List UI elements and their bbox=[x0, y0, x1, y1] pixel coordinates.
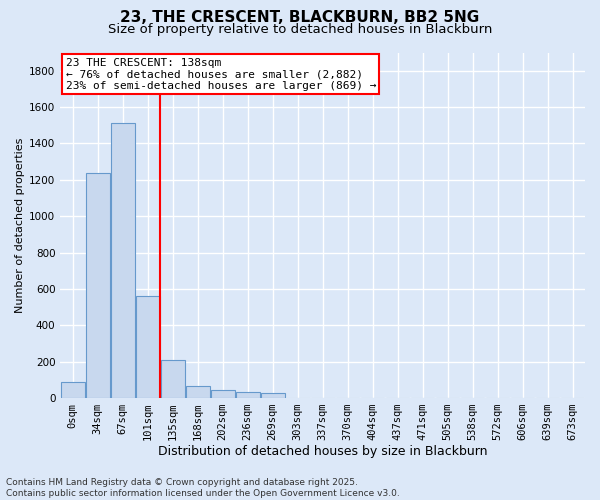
Text: Size of property relative to detached houses in Blackburn: Size of property relative to detached ho… bbox=[108, 22, 492, 36]
Bar bbox=[236, 392, 260, 398]
X-axis label: Distribution of detached houses by size in Blackburn: Distribution of detached houses by size … bbox=[158, 444, 487, 458]
Text: 23 THE CRESCENT: 138sqm
← 76% of detached houses are smaller (2,882)
23% of semi: 23 THE CRESCENT: 138sqm ← 76% of detache… bbox=[65, 58, 376, 91]
Bar bbox=[86, 174, 110, 398]
Bar bbox=[261, 393, 284, 398]
Bar bbox=[111, 122, 134, 398]
Bar bbox=[211, 390, 235, 398]
Y-axis label: Number of detached properties: Number of detached properties bbox=[15, 138, 25, 313]
Bar bbox=[61, 382, 85, 398]
Text: Contains HM Land Registry data © Crown copyright and database right 2025.
Contai: Contains HM Land Registry data © Crown c… bbox=[6, 478, 400, 498]
Text: 23, THE CRESCENT, BLACKBURN, BB2 5NG: 23, THE CRESCENT, BLACKBURN, BB2 5NG bbox=[121, 10, 479, 25]
Bar bbox=[136, 296, 160, 398]
Bar bbox=[161, 360, 185, 398]
Bar bbox=[186, 386, 209, 398]
